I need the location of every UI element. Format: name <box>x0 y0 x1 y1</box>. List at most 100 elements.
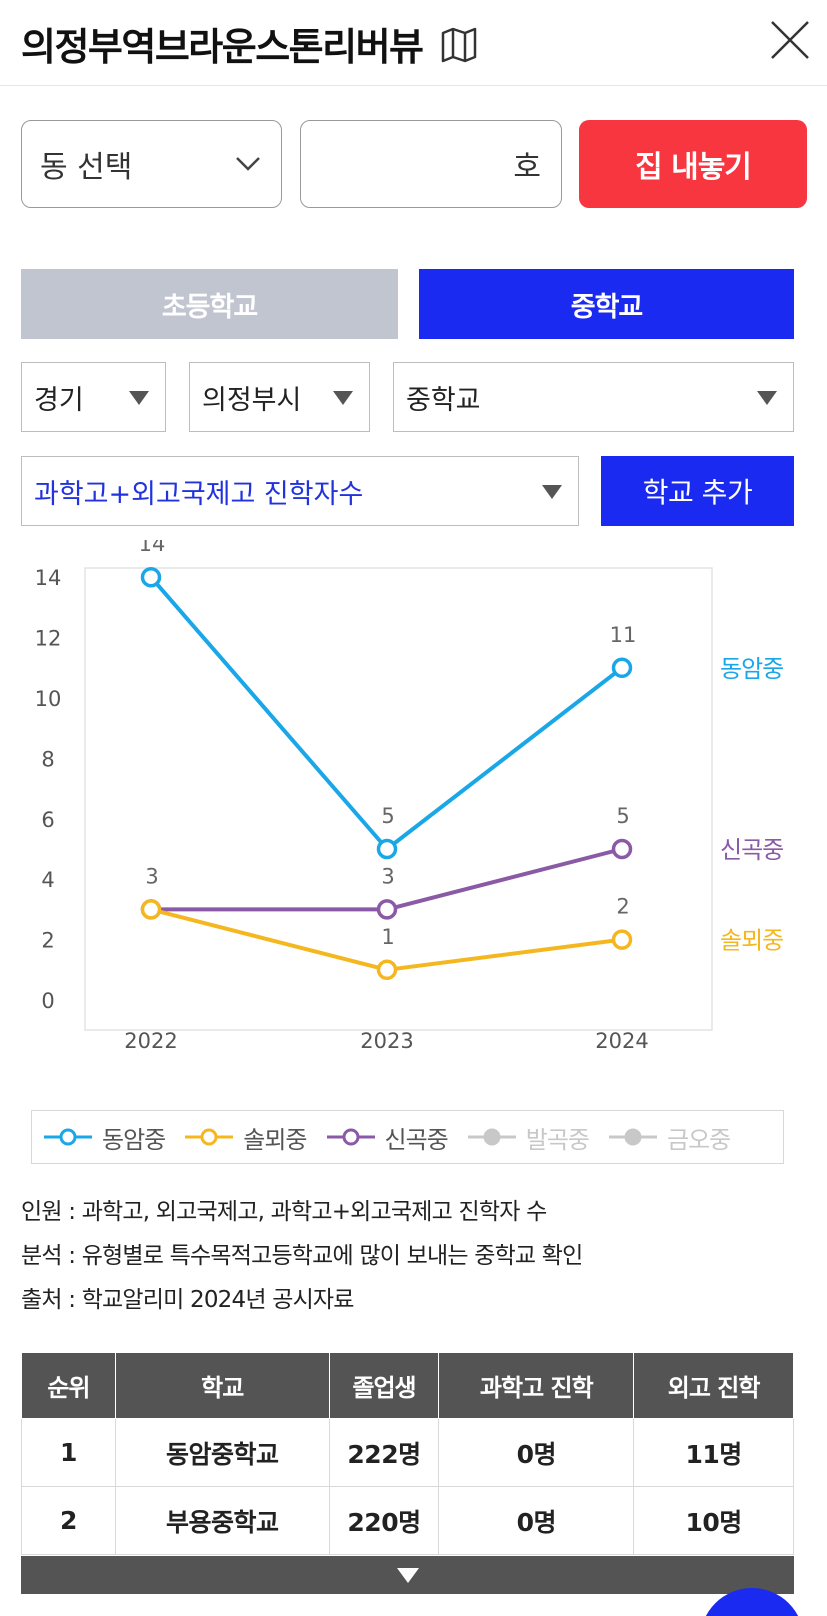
school-type-value: 중학교 <box>406 384 481 416</box>
legend-marker-disabled-icon <box>467 1128 516 1146</box>
science-hs-cell: 0명 <box>438 1418 635 1487</box>
header-graduates: 졸업생 <box>328 1352 440 1419</box>
table-row[interactable]: 2 부용중학교 220명 0명 10명 <box>21 1486 794 1555</box>
x-tick-label: 2023 <box>360 1029 413 1053</box>
legend-label: 발곡중 <box>525 1125 590 1154</box>
x-tick-label: 2022 <box>124 1029 177 1053</box>
city-value: 의정부시 <box>202 384 302 416</box>
region-value: 경기 <box>34 384 84 416</box>
foreign-lang-hs-cell: 10명 <box>633 1486 794 1555</box>
ho-input[interactable]: 호 <box>300 120 562 208</box>
data-point <box>140 899 162 920</box>
chart-legend: 동암중 솔뫼중 신곡중 발곡중 금오중 <box>31 1110 784 1164</box>
series-end-label: 신곡중 <box>720 836 783 864</box>
rank-cell: 1 <box>21 1418 116 1487</box>
table-row[interactable]: 1 동암중학교 222명 0명 11명 <box>21 1418 794 1487</box>
science-hs-cell: 0명 <box>438 1486 635 1555</box>
plot-area <box>84 567 713 1031</box>
y-tick-label: 6 <box>41 808 54 832</box>
ho-suffix: 호 <box>513 150 541 185</box>
chevron-down-icon <box>236 157 260 171</box>
y-tick-label: 2 <box>41 929 54 953</box>
legend-marker-icon <box>326 1128 375 1146</box>
data-label: 3 <box>145 864 158 888</box>
y-tick-label: 14 <box>35 566 62 590</box>
legend-label: 솔뫼중 <box>243 1125 307 1154</box>
post-house-button[interactable]: 집 내놓기 <box>579 120 807 208</box>
legend-marker-disabled-icon <box>609 1128 657 1146</box>
data-point <box>140 566 162 588</box>
legend-item[interactable]: 금오중 <box>607 1120 731 1155</box>
legend-item[interactable]: 발곡중 <box>466 1120 590 1155</box>
y-tick-label: 8 <box>41 747 54 771</box>
map-icon[interactable] <box>439 25 479 63</box>
dropdown-arrow-icon <box>757 391 777 405</box>
legend-label: 동암중 <box>102 1125 166 1154</box>
y-tick-label: 10 <box>35 687 62 711</box>
data-label: 5 <box>381 804 394 828</box>
series-end-label: 솔뫼중 <box>720 927 783 955</box>
foreign-lang-hs-cell: 11명 <box>633 1418 794 1487</box>
legend-item[interactable]: 솔뫼중 <box>183 1120 308 1155</box>
city-select[interactable]: 의정부시 <box>189 362 370 432</box>
tab-middle-school[interactable]: 중학교 <box>419 269 794 339</box>
note-analysis: 분석 : 유형별로 특수목적고등학교에 많이 보내는 중학교 확인 <box>21 1243 583 1269</box>
metric-value: 과학고+외고국제고 진학자수 <box>34 478 364 510</box>
y-tick-label: 4 <box>41 868 54 892</box>
dong-select-label: 동 선택 <box>40 150 133 185</box>
dong-select[interactable]: 동 선택 <box>21 120 282 208</box>
rank-cell: 2 <box>21 1486 116 1555</box>
data-point <box>376 838 398 860</box>
note-headcount: 인원 : 과학고, 외고국제고, 과학고+외고국제고 진학자 수 <box>21 1199 547 1225</box>
ranking-table: 순위 학교 졸업생 과학고 진학 외고 진학 1 동암중학교 222명 0명 1… <box>21 1352 794 1555</box>
expand-down-icon <box>396 1567 419 1583</box>
data-label: 2 <box>616 895 629 919</box>
header-science-hs: 과학고 진학 <box>438 1352 635 1419</box>
y-tick-label: 12 <box>35 627 62 651</box>
y-axis: 0 2 4 6 8 10 12 14 <box>35 566 62 1013</box>
header: 의정부역브라운스톤리버뷰 <box>0 0 827 86</box>
region-select[interactable]: 경기 <box>21 362 166 432</box>
data-label: 1 <box>381 925 394 949</box>
data-point <box>611 657 633 679</box>
data-label: 3 <box>381 864 394 888</box>
chart-notes: 인원 : 과학고, 외고국제고, 과학고+외고국제고 진학자 수 분석 : 유형… <box>21 1190 583 1322</box>
school-cell: 부용중학교 <box>114 1486 330 1555</box>
school-type-select[interactable]: 중학교 <box>393 362 794 432</box>
dropdown-arrow-icon <box>129 391 149 405</box>
page-title: 의정부역브라운스톤리버뷰 <box>21 16 479 71</box>
close-icon[interactable] <box>768 18 812 62</box>
data-label: 5 <box>616 804 629 828</box>
legend-label: 신곡중 <box>384 1125 449 1154</box>
series-group: 3 3 5 1 2 14 5 11 <box>139 540 636 981</box>
header-school: 학교 <box>114 1352 330 1419</box>
data-point <box>376 899 398 920</box>
apartment-name: 의정부역브라운스톤리버뷰 <box>21 25 424 69</box>
series-end-label: 동암중 <box>720 655 783 683</box>
x-tick-label: 2024 <box>595 1029 648 1053</box>
table-header-row: 순위 학교 졸업생 과학고 진학 외고 진학 <box>21 1352 794 1419</box>
note-source: 출처 : 학교알리미 2024년 공시자료 <box>21 1287 354 1313</box>
metric-select[interactable]: 과학고+외고국제고 진학자수 <box>21 456 579 526</box>
legend-item[interactable]: 신곡중 <box>325 1120 449 1155</box>
unit-selector: 동 선택 호 집 내놓기 <box>21 120 807 208</box>
tab-elementary[interactable]: 초등학교 <box>21 269 398 339</box>
x-axis: 2022 2023 2024 <box>124 1029 648 1053</box>
school-cell: 동암중학교 <box>114 1418 330 1487</box>
y-tick-label: 0 <box>41 989 54 1013</box>
legend-item[interactable]: 동암중 <box>42 1120 166 1155</box>
data-label: 14 <box>139 540 166 556</box>
data-point <box>611 929 633 950</box>
expand-table-button[interactable] <box>21 1556 794 1594</box>
data-point <box>376 959 398 981</box>
graduates-cell: 220명 <box>328 1486 440 1555</box>
header-foreign-lang-hs: 외고 진학 <box>633 1352 794 1419</box>
legend-marker-icon <box>185 1128 234 1146</box>
add-school-button[interactable]: 학교 추가 <box>601 456 794 526</box>
data-point <box>611 838 633 860</box>
dropdown-arrow-icon <box>542 485 562 499</box>
legend-marker-icon <box>44 1128 92 1146</box>
legend-label: 금오중 <box>667 1125 731 1154</box>
